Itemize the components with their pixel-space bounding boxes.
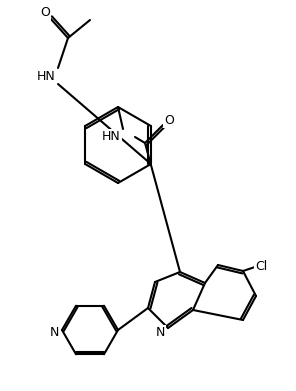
Text: O: O bbox=[164, 113, 174, 127]
Text: HN: HN bbox=[37, 70, 55, 83]
Text: Cl: Cl bbox=[255, 260, 267, 273]
Text: N: N bbox=[155, 326, 165, 339]
Text: HN: HN bbox=[102, 131, 120, 143]
Text: N: N bbox=[49, 325, 59, 339]
Text: O: O bbox=[40, 7, 50, 20]
